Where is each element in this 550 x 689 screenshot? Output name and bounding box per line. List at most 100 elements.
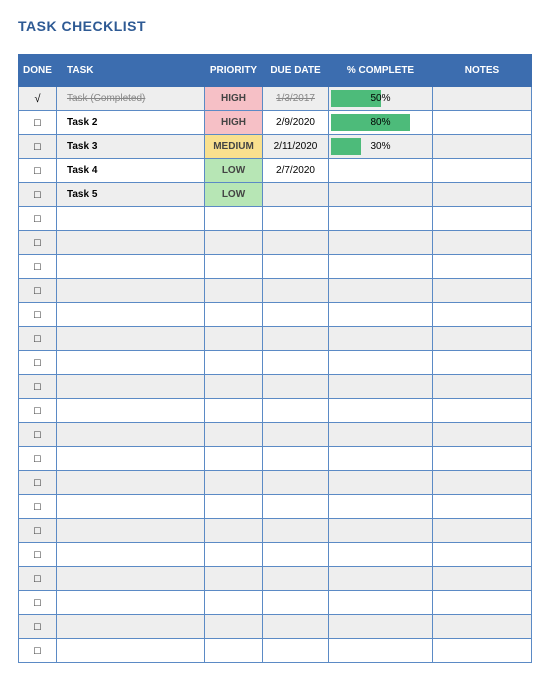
done-checkbox[interactable]: □ [19, 423, 57, 447]
task-cell[interactable] [57, 303, 205, 327]
percent-complete-cell[interactable] [329, 303, 433, 327]
notes-cell[interactable] [433, 375, 532, 399]
priority-cell[interactable] [205, 279, 263, 303]
priority-cell[interactable]: HIGH [205, 87, 263, 111]
notes-cell[interactable] [433, 135, 532, 159]
priority-cell[interactable] [205, 399, 263, 423]
percent-complete-cell[interactable] [329, 639, 433, 663]
due-date-cell[interactable] [263, 399, 329, 423]
task-cell[interactable]: Task 4 [57, 159, 205, 183]
due-date-cell[interactable]: 2/7/2020 [263, 159, 329, 183]
percent-complete-cell[interactable] [329, 447, 433, 471]
done-checkbox[interactable]: □ [19, 399, 57, 423]
notes-cell[interactable] [433, 423, 532, 447]
percent-complete-cell[interactable] [329, 471, 433, 495]
task-cell[interactable] [57, 447, 205, 471]
notes-cell[interactable] [433, 615, 532, 639]
task-cell[interactable] [57, 279, 205, 303]
task-cell[interactable] [57, 519, 205, 543]
notes-cell[interactable] [433, 279, 532, 303]
notes-cell[interactable] [433, 207, 532, 231]
notes-cell[interactable] [433, 495, 532, 519]
due-date-cell[interactable] [263, 495, 329, 519]
task-cell[interactable] [57, 423, 205, 447]
priority-cell[interactable] [205, 303, 263, 327]
done-checkbox[interactable]: □ [19, 615, 57, 639]
priority-cell[interactable] [205, 591, 263, 615]
priority-cell[interactable] [205, 231, 263, 255]
priority-cell[interactable] [205, 375, 263, 399]
due-date-cell[interactable] [263, 567, 329, 591]
due-date-cell[interactable] [263, 183, 329, 207]
priority-cell[interactable] [205, 471, 263, 495]
percent-complete-cell[interactable]: 50% [329, 87, 433, 111]
task-cell[interactable] [57, 351, 205, 375]
task-cell[interactable] [57, 255, 205, 279]
priority-cell[interactable]: LOW [205, 183, 263, 207]
notes-cell[interactable] [433, 255, 532, 279]
priority-cell[interactable] [205, 207, 263, 231]
task-cell[interactable] [57, 399, 205, 423]
priority-cell[interactable] [205, 327, 263, 351]
notes-cell[interactable] [433, 591, 532, 615]
due-date-cell[interactable] [263, 639, 329, 663]
done-checkbox[interactable]: □ [19, 447, 57, 471]
percent-complete-cell[interactable] [329, 495, 433, 519]
due-date-cell[interactable] [263, 351, 329, 375]
percent-complete-cell[interactable]: 80% [329, 111, 433, 135]
done-checkbox[interactable]: □ [19, 255, 57, 279]
done-checkbox[interactable]: □ [19, 375, 57, 399]
percent-complete-cell[interactable] [329, 567, 433, 591]
due-date-cell[interactable] [263, 543, 329, 567]
task-cell[interactable] [57, 567, 205, 591]
done-checkbox[interactable]: □ [19, 471, 57, 495]
percent-complete-cell[interactable] [329, 327, 433, 351]
done-checkbox[interactable]: □ [19, 111, 57, 135]
priority-cell[interactable] [205, 423, 263, 447]
done-checkbox[interactable]: □ [19, 231, 57, 255]
task-cell[interactable] [57, 207, 205, 231]
done-checkbox[interactable]: □ [19, 351, 57, 375]
percent-complete-cell[interactable] [329, 279, 433, 303]
task-cell[interactable] [57, 639, 205, 663]
notes-cell[interactable] [433, 543, 532, 567]
notes-cell[interactable] [433, 399, 532, 423]
due-date-cell[interactable] [263, 519, 329, 543]
percent-complete-cell[interactable] [329, 519, 433, 543]
task-cell[interactable]: Task 5 [57, 183, 205, 207]
done-checkbox[interactable]: □ [19, 279, 57, 303]
notes-cell[interactable] [433, 519, 532, 543]
done-checkbox[interactable]: □ [19, 183, 57, 207]
notes-cell[interactable] [433, 471, 532, 495]
notes-cell[interactable] [433, 567, 532, 591]
priority-cell[interactable] [205, 447, 263, 471]
task-cell[interactable] [57, 375, 205, 399]
notes-cell[interactable] [433, 87, 532, 111]
percent-complete-cell[interactable] [329, 183, 433, 207]
done-checkbox[interactable]: □ [19, 207, 57, 231]
priority-cell[interactable] [205, 639, 263, 663]
percent-complete-cell[interactable] [329, 231, 433, 255]
priority-cell[interactable] [205, 519, 263, 543]
done-checkbox[interactable]: □ [19, 543, 57, 567]
task-cell[interactable]: Task (Completed) [57, 87, 205, 111]
notes-cell[interactable] [433, 159, 532, 183]
percent-complete-cell[interactable] [329, 423, 433, 447]
percent-complete-cell[interactable] [329, 543, 433, 567]
notes-cell[interactable] [433, 111, 532, 135]
due-date-cell[interactable]: 2/11/2020 [263, 135, 329, 159]
due-date-cell[interactable] [263, 471, 329, 495]
due-date-cell[interactable] [263, 423, 329, 447]
task-cell[interactable] [57, 495, 205, 519]
due-date-cell[interactable] [263, 447, 329, 471]
due-date-cell[interactable] [263, 207, 329, 231]
done-checkbox[interactable]: □ [19, 327, 57, 351]
task-cell[interactable] [57, 591, 205, 615]
percent-complete-cell[interactable] [329, 399, 433, 423]
done-checkbox[interactable]: □ [19, 567, 57, 591]
percent-complete-cell[interactable] [329, 591, 433, 615]
done-checkbox[interactable]: □ [19, 135, 57, 159]
notes-cell[interactable] [433, 231, 532, 255]
due-date-cell[interactable] [263, 615, 329, 639]
done-checkbox[interactable]: □ [19, 159, 57, 183]
